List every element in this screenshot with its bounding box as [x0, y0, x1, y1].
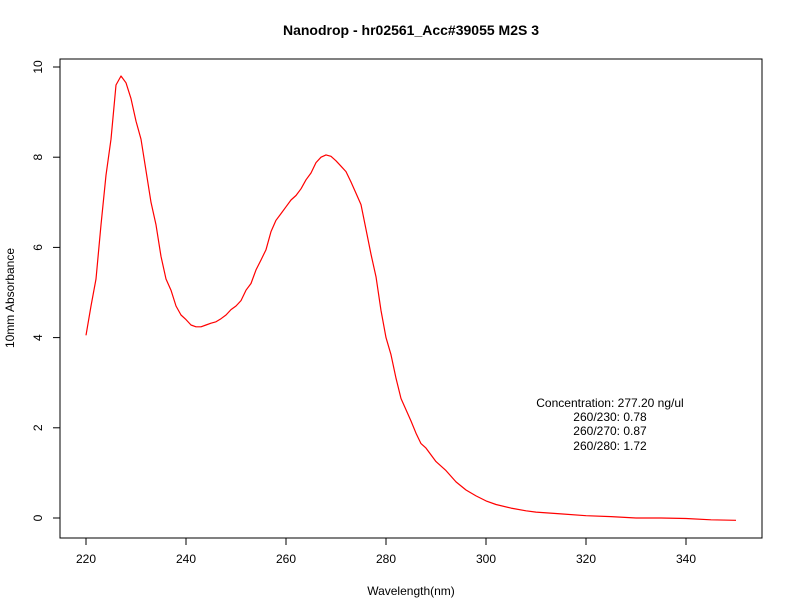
y-tick-label: 6	[31, 244, 45, 251]
y-tick-label: 2	[31, 424, 45, 431]
y-axis-label: 10mm Absorbance	[3, 248, 17, 348]
chart-title: Nanodrop - hr02561_Acc#39055 M2S 3	[283, 22, 539, 38]
x-tick-label: 280	[376, 552, 396, 566]
y-tick-label: 0	[31, 514, 45, 521]
y-tick-label: 8	[31, 154, 45, 161]
y-tick-label: 4	[31, 334, 45, 341]
y-axis: 0 2 4 6 8 10	[31, 60, 61, 521]
x-tick-label: 340	[676, 552, 696, 566]
x-axis-label: Wavelength(nm)	[367, 584, 455, 598]
x-tick-label: 220	[76, 552, 96, 566]
annotation-block: Concentration: 277.20 ng/ul 260/230: 0.7…	[536, 396, 683, 453]
annotation-ratio-260-280: 260/280: 1.72	[573, 439, 647, 453]
x-axis: 220 240 260 280 300 320 340	[76, 537, 696, 566]
x-tick-label: 320	[576, 552, 596, 566]
x-tick-label: 260	[276, 552, 296, 566]
annotation-ratio-260-230: 260/230: 0.78	[573, 410, 647, 424]
absorbance-series-line	[85, 75, 737, 521]
x-tick-label: 240	[176, 552, 196, 566]
annotation-concentration: Concentration: 277.20 ng/ul	[536, 396, 683, 410]
x-tick-label: 300	[476, 552, 496, 566]
y-tick-label: 10	[31, 60, 45, 74]
annotation-ratio-260-270: 260/270: 0.87	[573, 424, 647, 438]
series-layer	[85, 75, 737, 521]
